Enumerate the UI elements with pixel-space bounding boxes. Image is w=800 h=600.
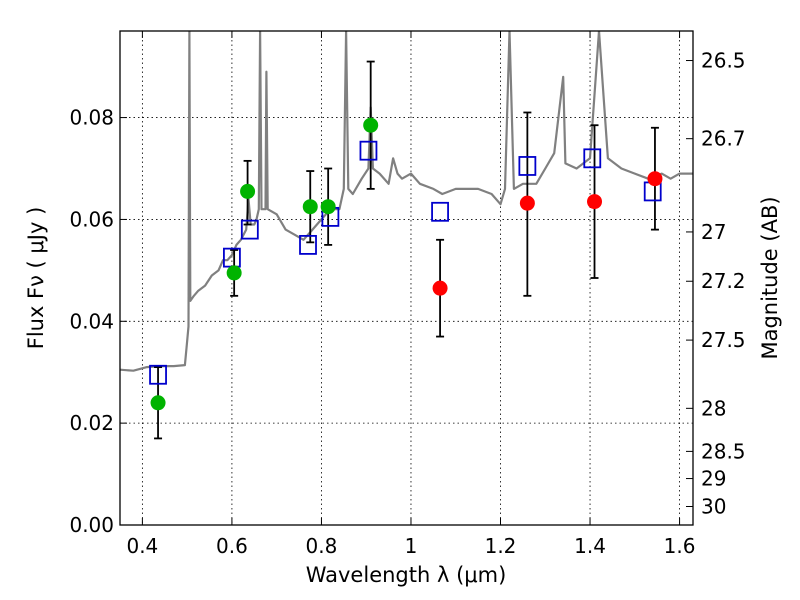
y2-tick-label: 26.7 bbox=[701, 127, 746, 151]
x-tick-label: 1.6 bbox=[664, 534, 696, 558]
y2-tick-label: 26.5 bbox=[701, 49, 746, 73]
model-square-marker bbox=[240, 219, 259, 240]
y2-axis-label: Magnitude (AB) bbox=[758, 196, 782, 359]
y-tick-label: 0.02 bbox=[69, 411, 114, 435]
y-tick-label: 0.06 bbox=[69, 207, 114, 231]
spectrum-layer bbox=[120, 31, 693, 372]
green-data-point bbox=[150, 395, 166, 411]
model-square-marker bbox=[299, 234, 317, 255]
model-square-marker bbox=[518, 156, 537, 176]
y2-tick-label: 30 bbox=[701, 495, 726, 519]
x-tick-label: 0.4 bbox=[126, 534, 158, 558]
red-data-point bbox=[647, 171, 663, 187]
y2-tick-label: 27 bbox=[701, 220, 726, 244]
green-data-point bbox=[240, 183, 256, 199]
y-tick-label: 0.08 bbox=[69, 106, 114, 130]
y2-tick-label: 27.5 bbox=[701, 328, 746, 352]
x-axis-label: Wavelength λ (μm) bbox=[306, 563, 507, 587]
y2-tick-label: 29 bbox=[701, 467, 726, 491]
model-layer bbox=[149, 140, 662, 385]
plot-frame bbox=[119, 30, 694, 526]
x-tick-label: 0.6 bbox=[216, 534, 248, 558]
green-data-point bbox=[363, 117, 379, 133]
x-tick-label: 1.2 bbox=[485, 534, 517, 558]
x-tick-label: 1.4 bbox=[574, 534, 606, 558]
y2-tick-label: 27.2 bbox=[701, 269, 746, 293]
model-square-marker bbox=[149, 364, 167, 385]
green-data-point bbox=[320, 199, 336, 215]
red-data-point bbox=[519, 195, 535, 211]
green-data-point bbox=[302, 199, 318, 215]
red-data-point bbox=[432, 280, 448, 296]
y-tick-label: 0.00 bbox=[69, 513, 114, 537]
y2-tick-label: 28.5 bbox=[701, 439, 746, 463]
model-square-marker bbox=[583, 148, 602, 169]
x-tick-label: 1 bbox=[405, 534, 418, 558]
model-square-marker bbox=[359, 140, 378, 161]
x-tick-label: 0.8 bbox=[306, 534, 338, 558]
tick-layer: 0.4 0.6 0.8 1 1.2 1.4 1.6 0.00 0.02 0.04 0.06 0.08 2… bbox=[69, 31, 746, 558]
y2-tick-label: 28 bbox=[701, 396, 726, 420]
red-data-point bbox=[587, 194, 603, 210]
y-tick-label: 0.04 bbox=[69, 309, 114, 333]
model-square-marker bbox=[431, 201, 449, 222]
spectrum-line bbox=[120, 31, 693, 372]
y-axis-label: Flux Fν ( μJy ) bbox=[24, 207, 48, 350]
detection-layer bbox=[150, 117, 663, 411]
grid bbox=[120, 31, 693, 525]
green-data-point bbox=[226, 265, 242, 281]
